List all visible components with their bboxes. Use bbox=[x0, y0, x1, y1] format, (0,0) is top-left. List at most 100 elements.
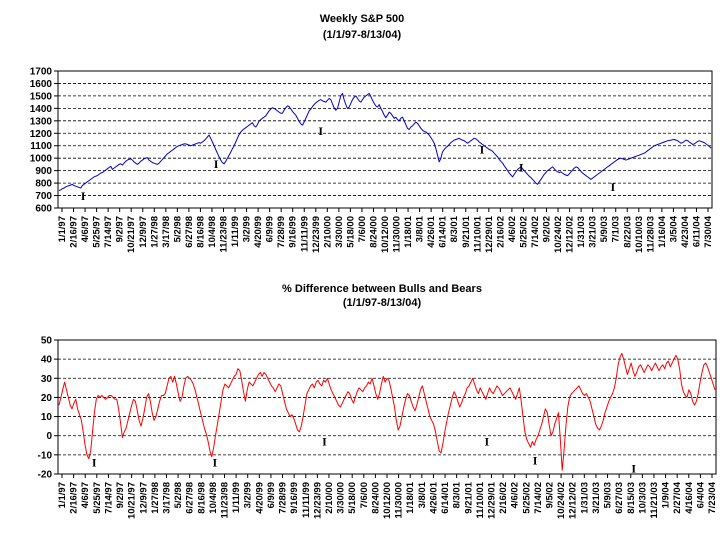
x-tick-label: 8/22/03 bbox=[622, 216, 633, 248]
x-tick-label: 4/20/99 bbox=[253, 216, 264, 248]
y-tick-label: 1100 bbox=[30, 141, 52, 152]
x-tick-label: 7/14/02 bbox=[530, 216, 541, 248]
x-tick-label: 10/21/97 bbox=[126, 216, 137, 253]
x-tick-label: 1/11/99 bbox=[230, 216, 241, 247]
x-tick-label: 1/9/04 bbox=[661, 481, 672, 508]
x-tick-label: 6/4/04 bbox=[695, 481, 706, 508]
sp500-chart: Weekly S&P 500 (1/1/97-8/13/04) 600 70080… bbox=[30, 13, 714, 253]
x-tick-label: 5/2/98 bbox=[173, 482, 184, 508]
x-tick-label: 7/28/99 bbox=[276, 216, 287, 248]
y-tick-label: -10 bbox=[38, 450, 53, 461]
sentiment-title: % Difference between Bulls and Bears bbox=[282, 283, 482, 295]
x-tick-label: 4/23/04 bbox=[680, 215, 691, 247]
x-tick-label: 3/5/04 bbox=[668, 215, 679, 242]
x-tick-label: 3/21/03 bbox=[591, 482, 602, 514]
x-tick-label: 4/6/97 bbox=[80, 216, 91, 242]
x-tick-label: 1/27/98 bbox=[150, 482, 161, 514]
x-tick-label: 11/30/00 bbox=[394, 482, 405, 518]
x-tick-label: 3/17/98 bbox=[161, 482, 172, 514]
x-tick-label: 10/4/98 bbox=[207, 216, 218, 248]
x-tick-label: 8/3/01 bbox=[449, 215, 460, 242]
y-tick-label: 1400 bbox=[30, 104, 53, 115]
x-tick-label: 2/27/04 bbox=[672, 481, 683, 513]
x-tick-label: 11/28/03 bbox=[645, 216, 656, 252]
x-tick-label: 5/25/02 bbox=[518, 216, 529, 248]
x-tick-label: 12/12/02 bbox=[568, 482, 579, 519]
x-tick-label: 8/3/01 bbox=[452, 481, 463, 508]
x-tick-label: 1/27/98 bbox=[149, 216, 160, 248]
x-tick-label: 12/9/97 bbox=[138, 482, 149, 514]
x-tick-label: 4/20/99 bbox=[254, 482, 265, 514]
x-tick-label: 5/18/00 bbox=[345, 216, 356, 248]
x-tick-label: 8/16/98 bbox=[196, 482, 207, 514]
x-tick-label: 4/26/01 bbox=[426, 215, 437, 247]
x-tick-label: 11/10/01 bbox=[475, 481, 486, 518]
x-tick-label: 11/11/99 bbox=[301, 482, 312, 518]
sentiment-x-axis: 1/1/97 2/16/97 4/6/97 5/25/97 7/14/97 9/2/97 1… bbox=[57, 474, 718, 519]
x-tick-label: 5/9/03 bbox=[599, 216, 610, 242]
sp500-x-axis: 1/1/97 2/16/97 4/6/97 5/25/97 7/14/97 9/2/97 1… bbox=[57, 208, 714, 253]
x-tick-label: 7/30/04 bbox=[703, 215, 714, 247]
x-tick-label: 1/31/03 bbox=[579, 482, 590, 514]
x-tick-label: 9/21/01 bbox=[463, 481, 474, 513]
x-tick-label: 6/9/99 bbox=[265, 216, 276, 242]
x-tick-label: 7/1/03 bbox=[611, 216, 622, 242]
x-tick-label: 11/23/98 bbox=[220, 482, 231, 518]
y-tick-label: 900 bbox=[35, 166, 52, 177]
marker-label: I bbox=[519, 161, 524, 175]
x-tick-label: 5/25/02 bbox=[521, 482, 532, 514]
x-tick-label: 5/18/00 bbox=[347, 482, 358, 514]
marker-label: I bbox=[480, 142, 485, 156]
x-tick-label: 7/23/04 bbox=[707, 481, 718, 513]
sp500-series bbox=[58, 92, 712, 192]
marker-label: I bbox=[318, 124, 323, 138]
x-tick-label: 5/25/97 bbox=[92, 482, 103, 514]
x-tick-label: 11/21/03 bbox=[649, 482, 660, 518]
x-tick-label: 1/1/97 bbox=[57, 216, 68, 242]
sp500-plot-frame bbox=[57, 70, 713, 209]
x-tick-label: 1/16/04 bbox=[657, 215, 668, 247]
x-tick-label: 4/6/02 bbox=[510, 482, 521, 508]
x-tick-label: 9/16/99 bbox=[289, 482, 300, 514]
x-tick-label: 9/21/01 bbox=[461, 215, 472, 247]
x-tick-label: 2/10/00 bbox=[324, 482, 335, 514]
x-tick-label: 7/28/99 bbox=[278, 482, 289, 514]
sentiment-series bbox=[58, 352, 716, 471]
x-tick-label: 4/26/01 bbox=[428, 481, 439, 513]
x-tick-label: 10/12/00 bbox=[382, 482, 393, 519]
marker-label: I bbox=[81, 189, 86, 203]
x-tick-label: 12/23/99 bbox=[311, 216, 322, 253]
x-tick-label: 5/25/97 bbox=[92, 216, 103, 248]
x-tick-label: 3/8/01 bbox=[417, 481, 428, 508]
x-tick-label: 5/2/98 bbox=[172, 216, 183, 242]
x-tick-label: 6/14/01 bbox=[438, 215, 449, 247]
sp500-title: Weekly S&P 500 bbox=[320, 13, 405, 25]
x-tick-label: 10/10/03 bbox=[634, 216, 645, 253]
x-tick-label: 9/2/97 bbox=[115, 482, 126, 508]
y-tick-label: 40 bbox=[41, 355, 53, 366]
y-tick-label: 20 bbox=[41, 393, 53, 404]
x-tick-label: 6/27/98 bbox=[184, 216, 195, 248]
series-line bbox=[58, 92, 712, 192]
x-tick-label: 8/24/00 bbox=[370, 482, 381, 514]
y-tick-label: 1000 bbox=[30, 154, 53, 165]
x-tick-label: 3/30/00 bbox=[334, 216, 345, 248]
marker-label: I bbox=[322, 434, 327, 448]
x-tick-label: 6/27/03 bbox=[614, 482, 625, 514]
x-tick-label: 2/16/02 bbox=[498, 482, 509, 514]
x-tick-label: 8/16/98 bbox=[195, 216, 206, 248]
x-tick-label: 12/23/99 bbox=[312, 482, 323, 519]
x-tick-label: 2/16/02 bbox=[495, 216, 506, 248]
y-tick-label: 30 bbox=[41, 374, 53, 385]
marker-label: I bbox=[212, 456, 217, 470]
x-tick-label: 12/29/01 bbox=[484, 215, 495, 253]
x-tick-label: 1/31/03 bbox=[576, 216, 587, 248]
x-tick-label: 10/4/98 bbox=[208, 482, 219, 514]
x-tick-label: 9/2/97 bbox=[115, 216, 126, 242]
x-tick-label: 11/30/00 bbox=[392, 216, 403, 252]
x-tick-label: 8/15/03 bbox=[626, 482, 637, 514]
x-tick-label: 1/11/99 bbox=[231, 482, 242, 513]
sp500-subtitle: (1/1/97-8/13/04) bbox=[323, 29, 402, 41]
sentiment-subtitle: (1/1/97-8/13/04) bbox=[343, 297, 422, 309]
